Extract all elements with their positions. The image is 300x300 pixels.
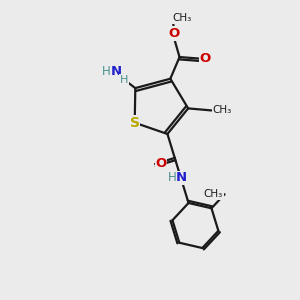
Text: N: N [176,171,188,184]
Text: O: O [155,158,167,170]
Text: O: O [200,52,211,65]
Text: CH₃: CH₃ [212,106,232,116]
Text: H: H [120,74,128,85]
Text: N: N [110,65,122,78]
Text: H: H [168,171,177,184]
Text: S: S [130,116,140,130]
Text: O: O [168,27,179,40]
Text: CH₃: CH₃ [172,13,191,23]
Text: CH₃: CH₃ [204,189,223,199]
Text: H: H [102,65,111,78]
